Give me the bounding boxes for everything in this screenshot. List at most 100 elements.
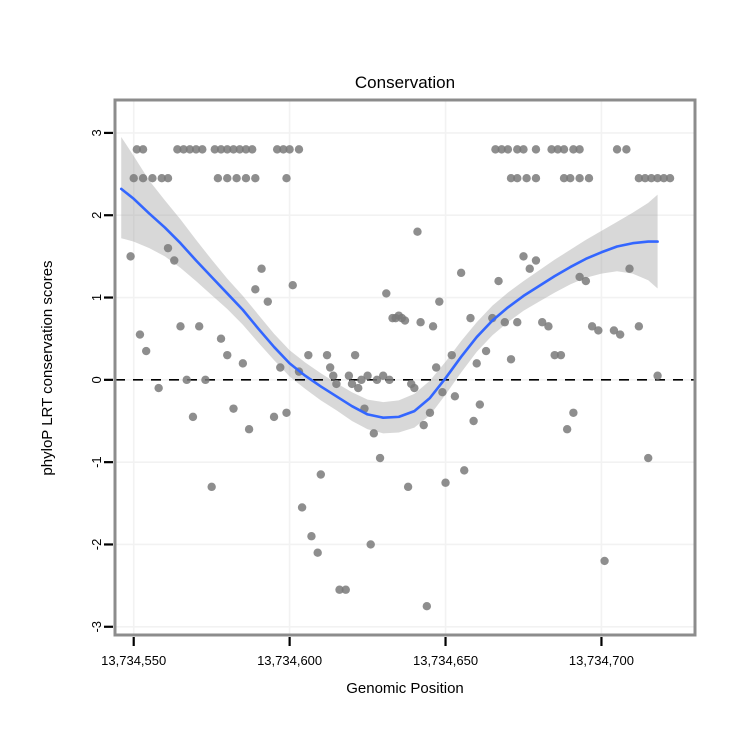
- data-point: [634, 322, 644, 331]
- data-point: [425, 408, 435, 417]
- data-point: [354, 383, 363, 393]
- data-point: [269, 412, 279, 422]
- y-tick-label: 3: [89, 129, 104, 136]
- data-point: [559, 145, 569, 154]
- data-point: [241, 145, 251, 154]
- data-point: [378, 371, 388, 380]
- data-point: [569, 145, 578, 154]
- x-tick-label: 13,734,600: [257, 653, 322, 668]
- data-point: [519, 252, 528, 261]
- y-axis-label: phyloP LRT conservation scores: [39, 260, 56, 475]
- data-point: [569, 408, 578, 417]
- data-point: [282, 173, 291, 183]
- data-point: [223, 145, 232, 154]
- data-point: [207, 482, 216, 492]
- data-point: [615, 330, 625, 339]
- data-point: [659, 173, 669, 183]
- chart-title: Conservation: [355, 73, 455, 92]
- data-point: [531, 256, 541, 265]
- data-point: [179, 145, 188, 154]
- data-point: [612, 145, 622, 154]
- y-tick-label: 1: [89, 294, 104, 301]
- data-point: [248, 145, 257, 154]
- data-point: [198, 145, 207, 154]
- data-point: [481, 346, 491, 356]
- data-point: [188, 412, 198, 422]
- data-point: [538, 318, 547, 327]
- data-point: [491, 145, 500, 154]
- data-point: [494, 276, 503, 286]
- data-point: [519, 145, 528, 154]
- data-point: [223, 350, 232, 360]
- data-point: [547, 145, 556, 154]
- data-point: [294, 145, 304, 154]
- x-tick-label: 13,734,650: [413, 653, 478, 668]
- data-point: [562, 425, 572, 434]
- data-point: [138, 173, 148, 183]
- data-point: [447, 350, 456, 360]
- data-point: [163, 173, 173, 183]
- data-point: [375, 453, 385, 463]
- y-tick-label: 2: [89, 212, 104, 219]
- data-point: [419, 420, 428, 430]
- data-point: [325, 363, 335, 372]
- data-point: [157, 173, 166, 183]
- data-point: [369, 429, 379, 438]
- data-point: [506, 173, 516, 183]
- data-point: [506, 355, 516, 364]
- y-tick-label: -2: [89, 539, 104, 551]
- data-point: [347, 379, 357, 389]
- data-point: [553, 145, 562, 154]
- data-point: [575, 272, 584, 282]
- data-point: [257, 264, 266, 273]
- y-tick-label: 0: [89, 376, 104, 383]
- data-point: [344, 371, 354, 380]
- data-point: [609, 326, 619, 335]
- data-point: [191, 145, 201, 154]
- data-point: [460, 466, 469, 475]
- data-point: [350, 350, 360, 360]
- data-point: [329, 371, 338, 380]
- data-point: [276, 363, 285, 372]
- data-point: [497, 145, 506, 154]
- data-point: [450, 392, 460, 401]
- data-point: [176, 322, 185, 331]
- data-point: [438, 387, 447, 397]
- data-point: [584, 173, 594, 183]
- data-point: [550, 350, 559, 360]
- data-point: [154, 383, 163, 393]
- y-tick-label: -1: [89, 456, 104, 468]
- data-point: [132, 145, 142, 154]
- data-point: [575, 145, 584, 154]
- data-point: [513, 173, 522, 183]
- data-point: [513, 145, 522, 154]
- confidence-ribbon: [121, 137, 658, 434]
- data-point: [282, 408, 291, 417]
- data-point: [428, 322, 438, 331]
- data-point: [456, 268, 466, 278]
- data-point: [475, 400, 485, 409]
- data-point: [413, 227, 422, 236]
- data-point: [594, 326, 603, 335]
- plot-panel-group: 13,734,550 13,734,600 13,734,650 13,734,700…: [89, 98, 697, 668]
- data-point: [581, 276, 591, 286]
- data-point: [251, 173, 260, 183]
- data-point: [322, 350, 332, 360]
- data-point: [135, 330, 145, 339]
- data-point: [559, 173, 569, 183]
- data-point: [213, 173, 223, 183]
- data-point: [216, 334, 226, 343]
- data-point: [285, 145, 294, 154]
- data-point: [173, 145, 182, 154]
- data-point: [665, 173, 675, 183]
- smooth-line: [119, 187, 659, 420]
- data-point: [341, 585, 350, 594]
- data-point: [229, 145, 238, 154]
- data-point: [170, 256, 179, 265]
- data-point: [366, 540, 375, 549]
- data-point: [272, 145, 282, 154]
- data-point: [251, 285, 260, 294]
- data-point: [313, 548, 322, 557]
- data-point: [431, 363, 441, 372]
